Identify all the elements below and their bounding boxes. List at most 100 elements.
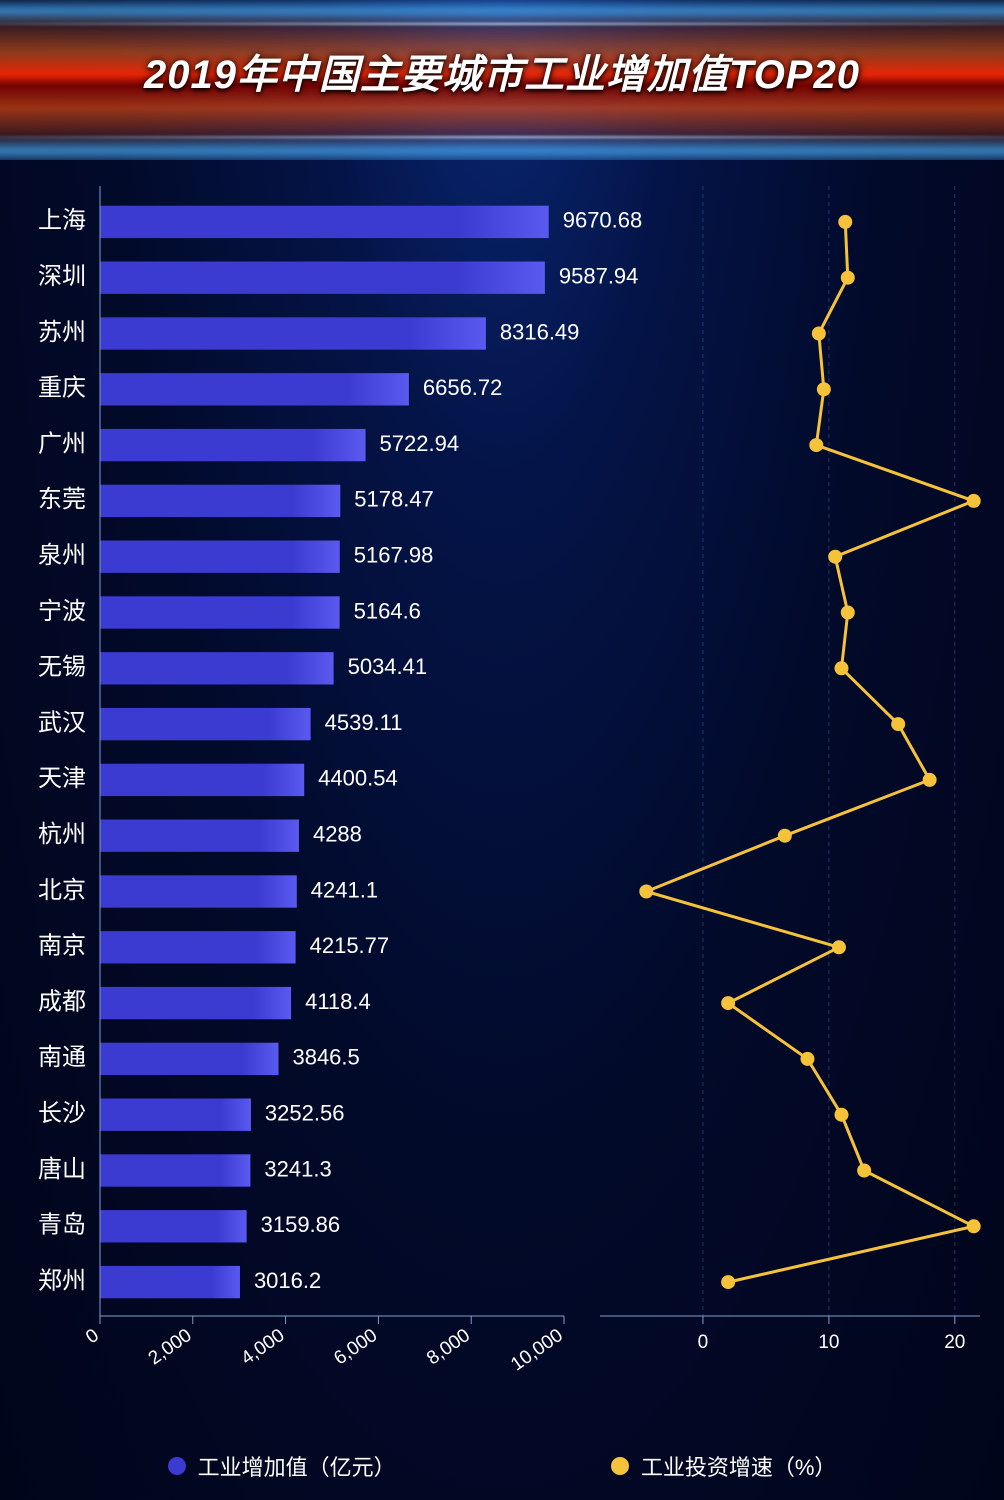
bar-value-label: 4215.77: [310, 933, 390, 958]
legend-item-bar: 工业增加值（亿元）: [168, 1450, 396, 1482]
bar: [100, 1210, 247, 1242]
growth-marker: [841, 271, 855, 285]
legend-label-bar: 工业增加值（亿元）: [198, 1450, 396, 1482]
bar: [100, 987, 291, 1019]
bar-value-label: 5178.47: [354, 487, 434, 512]
bar-value-label: 3252.56: [265, 1101, 345, 1126]
bar: [100, 262, 545, 294]
bar-value-label: 5034.41: [348, 654, 428, 679]
bar-value-label: 4539.11: [325, 710, 403, 735]
city-label: 天津: [38, 765, 86, 792]
bar: [100, 206, 549, 238]
line-x-tick-label: 0: [698, 1332, 709, 1353]
chart-svg: 上海9670.68深圳9587.94苏州8316.49重庆6656.72广州57…: [0, 170, 1004, 1440]
city-label: 杭州: [38, 821, 86, 848]
bar: [100, 1099, 251, 1131]
bar: [100, 596, 340, 628]
city-label: 泉州: [38, 542, 86, 569]
city-label: 北京: [38, 877, 86, 904]
legend-item-line: 工业投资增速（%）: [611, 1450, 837, 1482]
city-label: 青岛: [38, 1212, 86, 1239]
city-label: 上海: [38, 207, 86, 234]
bar-x-tick-label: 4,000: [237, 1325, 288, 1369]
chart-area: 上海9670.68深圳9587.94苏州8316.49重庆6656.72广州57…: [0, 170, 1004, 1440]
line-x-tick-label: 20: [944, 1332, 965, 1353]
bar: [100, 931, 296, 963]
city-label: 南京: [38, 933, 86, 960]
growth-marker: [721, 996, 735, 1010]
growth-marker: [834, 661, 848, 675]
city-label: 唐山: [38, 1156, 86, 1183]
growth-marker: [841, 606, 855, 620]
city-label: 宁波: [38, 598, 86, 625]
bar-value-label: 4241.1: [311, 877, 378, 902]
growth-marker: [812, 327, 826, 341]
growth-marker: [891, 717, 905, 731]
bar: [100, 317, 486, 349]
city-label: 武汉: [38, 709, 86, 736]
bar-x-tick-label: 6,000: [330, 1325, 381, 1369]
bar-value-label: 4288: [313, 822, 362, 847]
bar-x-tick-label: 8,000: [423, 1325, 474, 1369]
city-label: 郑州: [38, 1267, 86, 1294]
bar-value-label: 8316.49: [500, 319, 580, 344]
growth-marker: [800, 1052, 814, 1066]
banner-streak-bottom: [0, 136, 1004, 160]
growth-marker: [923, 773, 937, 787]
bar-value-label: 5167.98: [354, 543, 434, 568]
growth-marker: [967, 1219, 981, 1233]
bar-x-tick-label: 10,000: [507, 1325, 567, 1376]
growth-marker: [857, 1164, 871, 1178]
line-x-tick-label: 10: [818, 1332, 839, 1353]
bar-value-label: 5164.6: [354, 598, 421, 623]
growth-marker: [838, 215, 852, 229]
bar: [100, 875, 297, 907]
bar-x-tick-label: 2,000: [145, 1325, 196, 1369]
growth-marker: [778, 829, 792, 843]
bar-value-label: 4400.54: [318, 766, 398, 791]
growth-marker: [639, 885, 653, 899]
bar: [100, 652, 334, 684]
bar-value-label: 5722.94: [380, 431, 460, 456]
growth-marker: [809, 438, 823, 452]
city-label: 长沙: [38, 1100, 86, 1127]
bar-value-label: 3241.3: [264, 1156, 331, 1181]
bar-value-label: 3016.2: [254, 1268, 321, 1293]
city-label: 南通: [38, 1044, 86, 1071]
bar-value-label: 3159.86: [261, 1212, 341, 1237]
city-label: 成都: [38, 988, 86, 1015]
city-label: 无锡: [38, 654, 86, 681]
growth-marker: [721, 1275, 735, 1289]
bar: [100, 1043, 278, 1075]
legend-swatch-bar: [168, 1457, 186, 1475]
bar-value-label: 6656.72: [423, 375, 503, 400]
bar-x-tick-label: 0: [82, 1325, 103, 1348]
city-label: 广州: [38, 430, 86, 457]
bar-value-label: 4118.4: [305, 989, 371, 1014]
bar: [100, 820, 299, 852]
growth-marker: [828, 550, 842, 564]
growth-line: [646, 222, 973, 1282]
bar: [100, 1266, 240, 1298]
bar-value-label: 9587.94: [559, 264, 639, 289]
city-label: 苏州: [38, 319, 86, 346]
bar: [100, 485, 340, 517]
bar-value-label: 9670.68: [563, 208, 643, 233]
bar: [100, 764, 304, 796]
city-label: 东莞: [38, 486, 86, 513]
growth-marker: [967, 494, 981, 508]
bar: [100, 373, 409, 405]
bar-value-label: 3846.5: [292, 1045, 359, 1070]
title-banner: 2019年中国主要城市工业增加值TOP20: [0, 0, 1004, 160]
legend: 工业增加值（亿元） 工业投资增速（%）: [0, 1450, 1004, 1482]
growth-marker: [832, 940, 846, 954]
bar: [100, 541, 340, 573]
bar: [100, 429, 366, 461]
legend-label-line: 工业投资增速（%）: [641, 1450, 837, 1482]
legend-swatch-line: [611, 1457, 629, 1475]
bar: [100, 1154, 250, 1186]
bar: [100, 708, 311, 740]
growth-marker: [817, 382, 831, 396]
city-label: 深圳: [38, 263, 86, 290]
chart-title: 2019年中国主要城市工业增加值TOP20: [0, 42, 1004, 100]
